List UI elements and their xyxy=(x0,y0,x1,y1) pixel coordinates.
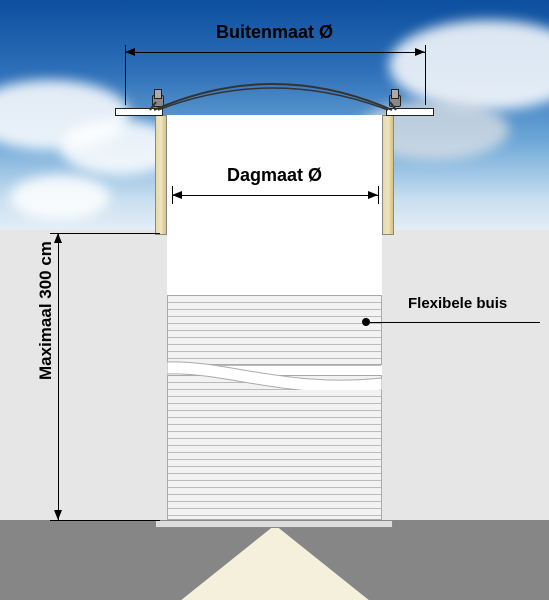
base-plate xyxy=(155,520,393,528)
arrowhead-icon xyxy=(172,191,182,199)
dim-tick xyxy=(425,45,426,105)
flexible-tube-bend xyxy=(167,340,382,390)
dome-cover xyxy=(148,70,398,112)
flexible-tube-lower xyxy=(167,375,382,520)
dim-clear-line xyxy=(172,195,378,196)
dim-height-line xyxy=(58,233,59,520)
dim-tick xyxy=(378,186,379,204)
dim-outer-line xyxy=(125,52,425,53)
flexible-tube-label: Flexibele buis xyxy=(408,295,507,312)
outer-diameter-label: Buitenmaat Ø xyxy=(0,22,549,43)
dim-tick xyxy=(125,45,126,105)
arrowhead-icon xyxy=(54,510,62,520)
clear-diameter-label: Dagmaat Ø xyxy=(0,165,549,186)
floor-light xyxy=(175,525,375,600)
diagram-canvas: Buitenmaat Ø Dagmaat Ø Maximaal 300 cm F… xyxy=(0,0,549,600)
dim-tick xyxy=(50,520,160,521)
dim-tick xyxy=(172,186,173,204)
callout-dot-icon xyxy=(362,318,370,326)
dim-tick xyxy=(50,233,160,234)
arrowhead-icon xyxy=(125,48,135,56)
arrowhead-icon xyxy=(368,191,378,199)
arrowhead-icon xyxy=(415,48,425,56)
max-height-label: Maximaal 300 cm xyxy=(36,241,56,380)
callout-leader xyxy=(370,322,540,323)
